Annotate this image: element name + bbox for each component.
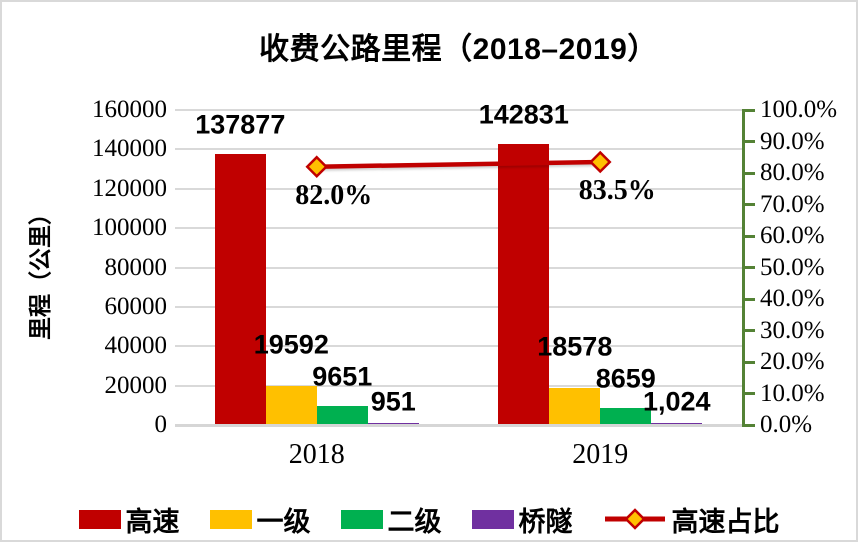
y-right-tick-label: 10.0% (760, 379, 825, 407)
gridline (175, 266, 742, 269)
bar-expressway-2018 (214, 153, 266, 425)
bar-label-class1-2019: 18578 (537, 331, 613, 362)
legend-item-label: 二级 (387, 506, 442, 537)
y-right-tick-mark (742, 297, 755, 301)
legend-swatch-class1 (209, 509, 252, 529)
y-right-tick-label: 0.0% (760, 411, 813, 438)
y-right-tick-mark (742, 423, 755, 427)
y-left-tick-label: 60000 (104, 292, 168, 320)
y-right-tick-label: 30.0% (760, 316, 825, 344)
y-right-tick-label: 100.0% (760, 96, 838, 123)
x-category-label-2018: 2018 (288, 439, 345, 470)
legend-swatch-expressway (78, 509, 121, 529)
y-right-tick-mark (742, 329, 755, 332)
y-left-tick-label: 160000 (92, 96, 167, 123)
bar-label-expressway-2018: 137877 (195, 109, 286, 140)
y-right-tick-mark (742, 266, 755, 269)
y-left-tick-label: 140000 (92, 135, 167, 163)
y-left-tick-label: 20000 (104, 371, 168, 399)
bar-label-class2-2018: 9651 (312, 361, 373, 392)
legend-item-expressway-share: 高速占比 (603, 500, 780, 539)
trend-marker-2018 (305, 155, 329, 178)
y-right-tick-mark (742, 108, 755, 112)
y-right-tick-mark (742, 171, 755, 175)
x-axis-line (175, 424, 742, 427)
x-category-label-2019: 2019 (572, 439, 629, 470)
legend-item-class1: 一级 (209, 500, 311, 539)
y-left-tick-label: 40000 (104, 332, 168, 360)
bar-label-expressway-2019: 142831 (478, 99, 569, 130)
bar-label-bridge-tunnel-2019: 1,024 (643, 386, 711, 417)
y-right-tick-label: 60.0% (760, 222, 825, 249)
gridline (175, 148, 742, 151)
bar-label-class1-2018: 19592 (253, 329, 329, 360)
legend-swatch-class2 (340, 509, 383, 529)
legend-item-label: 桥隧 (518, 506, 573, 537)
gridline (175, 345, 742, 348)
bar-class1-2019 (549, 388, 601, 425)
trend-label-2019: 83.5% (578, 175, 656, 206)
legend-item-label: 高速 (125, 506, 180, 537)
legend-item-bridge-tunnel: 桥隧 (471, 500, 573, 539)
bar-label-class2-2019: 8659 (595, 363, 656, 394)
legend-swatch-bridge-tunnel (471, 509, 514, 529)
y-right-tick-label: 20.0% (760, 348, 825, 375)
trend-line-expressway-share (316, 159, 601, 169)
y-right-tick-label: 50.0% (760, 253, 825, 281)
y-left-tick-label: 100000 (92, 214, 167, 242)
legend-item-expressway: 高速 (78, 500, 180, 539)
trend-label-2018: 82.0% (295, 179, 373, 211)
trend-marker-2019 (588, 150, 612, 174)
gridline (175, 384, 742, 387)
y-right-tick-label: 40.0% (760, 285, 825, 312)
y-right-tick-mark (742, 392, 755, 395)
y-right-tick-label: 90.0% (760, 127, 825, 155)
bar-expressway-2019 (498, 143, 550, 425)
gridline (175, 305, 742, 308)
bar-label-bridge-tunnel-2018: 951 (370, 386, 416, 417)
chart-title: 收费公路里程（2018–2019） (259, 33, 658, 66)
y-right-tick-mark (742, 203, 755, 206)
legend: 高速 一级 二级 桥隧 高速占比 (2, 503, 856, 537)
legend-item-class2: 二级 (340, 500, 442, 539)
legend-item-label: 高速占比 (671, 506, 780, 537)
y-right-tick-label: 80.0% (760, 159, 825, 186)
y-left-tick-label: 0 (154, 411, 168, 438)
y-right-tick-mark (742, 360, 755, 364)
bar-class1-2018 (265, 386, 317, 425)
bar-class2-2018 (316, 406, 368, 425)
legend-item-label: 一级 (256, 506, 311, 537)
gridline (175, 187, 742, 190)
legend-line-marker-icon (604, 508, 665, 530)
gridline (175, 109, 742, 111)
y-right-tick-mark (742, 140, 755, 143)
gridline (175, 227, 742, 230)
bar-class2-2019 (600, 408, 652, 425)
y-left-tick-label: 120000 (92, 174, 167, 202)
y-left-tick-label: 80000 (104, 253, 168, 281)
y-right-tick-mark (742, 234, 755, 238)
y-right-tick-label: 70.0% (760, 190, 825, 218)
